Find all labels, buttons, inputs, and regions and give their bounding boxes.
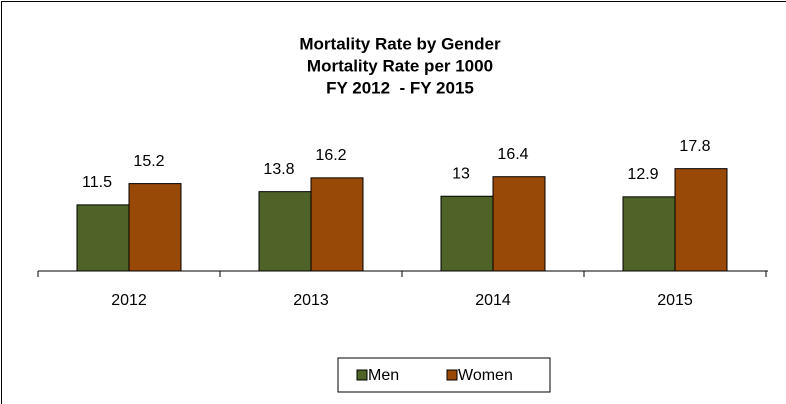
bar <box>440 195 494 272</box>
legend-swatch <box>446 369 458 381</box>
data-label: 16.2 <box>315 147 346 164</box>
bar <box>258 191 312 272</box>
x-tick-label: 2012 <box>111 292 147 309</box>
x-tick-label: 2015 <box>657 292 693 309</box>
chart-subtitle: FY 2012 - FY 2015 <box>326 78 474 97</box>
legend-box <box>337 357 551 393</box>
data-label: 17.8 <box>679 138 710 155</box>
bar <box>622 196 676 272</box>
data-label: 16.4 <box>497 146 528 163</box>
data-label: 12.9 <box>627 166 658 183</box>
data-label: 15.2 <box>133 153 164 170</box>
data-label: 11.5 <box>82 174 112 191</box>
legend-swatch <box>356 369 368 381</box>
bar <box>310 177 364 272</box>
x-tick-label: 2014 <box>475 292 511 309</box>
data-label: 13.8 <box>263 161 294 178</box>
data-label: 13 <box>452 165 470 182</box>
bar <box>492 176 546 272</box>
bar <box>76 204 130 272</box>
legend-label: Women <box>458 367 513 384</box>
bar <box>674 168 728 272</box>
legend-label: Men <box>368 367 399 384</box>
bar <box>128 183 182 272</box>
chart-subtitle: Mortality Rate per 1000 <box>307 56 493 75</box>
chart-title: Mortality Rate by Gender <box>299 34 501 53</box>
x-tick-label: 2013 <box>293 292 329 309</box>
